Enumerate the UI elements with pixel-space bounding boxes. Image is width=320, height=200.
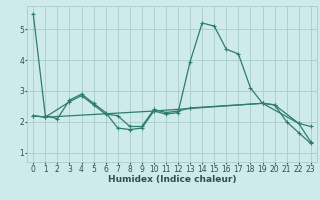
X-axis label: Humidex (Indice chaleur): Humidex (Indice chaleur) (108, 175, 236, 184)
